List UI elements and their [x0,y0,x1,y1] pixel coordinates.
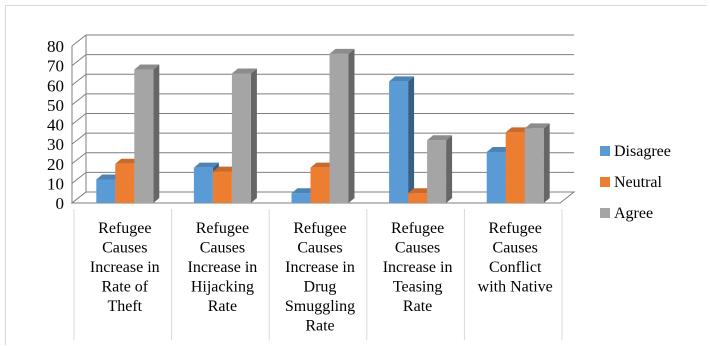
bar-top [524,123,550,129]
bar-top [231,68,257,74]
bar-side [153,64,160,203]
gridline-depth [71,54,87,67]
bar-top [115,158,141,164]
y-tick-label: 80 [47,37,64,56]
bar-front [291,193,311,203]
bar-top [486,146,512,152]
x-category-label: Refugee Causes Increase in Rate of Theft [90,220,160,315]
bar-front [134,69,154,203]
bar-side [348,48,355,203]
x-category-label: Refugee Causes Increase in Drug Smuggling Rat… [285,220,355,335]
x-category-label: Refugee Causes Conflict with Native [478,220,553,296]
gridline-depth [71,171,87,184]
bar-top [505,127,531,133]
bar-side [408,76,415,203]
y-tick-label: 70 [47,57,64,76]
bar-top [193,162,219,168]
x-category-label: Refugee Causes Increase in Teasing Rate [383,220,453,315]
y-tick-label: 10 [47,174,64,193]
bar-front [427,140,447,203]
bar-top [134,64,160,70]
y-tick-label: 20 [47,155,64,174]
bar-top [329,48,355,54]
y-tick-label: 0 [56,194,65,213]
bar-agree-3 [329,48,355,203]
bar-agree-1 [134,64,160,203]
bars [96,48,550,203]
legend-swatch-agree [600,208,610,218]
gridline-depth [71,34,87,47]
y-tick-label: 60 [47,76,64,95]
bar-top [389,76,415,82]
bar-front [310,167,330,203]
bar-front [505,132,525,203]
y-tick-label: 30 [47,135,64,154]
bar-top [291,188,317,194]
bar-agree-2 [231,68,257,203]
y-tick-label: 40 [47,116,64,135]
gridline-depth [71,73,87,86]
bar-front [96,179,116,203]
gridline-depth [71,132,87,145]
bar-front [408,193,428,203]
gridline-depth [71,113,87,125]
x-axis-labels: Refugee Causes Increase in Rate of Theft Refu… [73,209,563,340]
bar-top [408,188,434,194]
legend-swatch-disagree [600,146,610,156]
bar-side [250,68,257,203]
bar-top [310,162,336,168]
bar-front [193,167,213,203]
y-tick-label: 50 [47,96,64,115]
gridline-depth [71,93,87,106]
bar-side [543,123,550,203]
bar-disagree-4 [389,76,415,203]
bar-top [212,166,238,172]
bar-front [115,163,135,203]
legend-label-disagree: Disagree [614,143,671,160]
bar-side [446,135,453,203]
bar-front [231,73,251,203]
bar-top [427,135,453,141]
bar-top [96,174,122,180]
gridline-depth [71,152,87,165]
bar-front [212,171,232,203]
x-category-label: Refugee Causes Increase in Hijacking Rate [188,220,258,315]
legend: Disagree Neutral Agree [600,143,671,222]
bar-front [329,53,349,203]
legend-label-agree: Agree [614,205,653,222]
bar-front [524,128,544,203]
bar-front [389,81,409,203]
chart-frame [5,5,707,345]
bar-agree-4 [427,135,453,203]
bar-agree-5 [524,123,550,203]
legend-swatch-neutral [600,177,610,187]
bar-front [486,151,506,203]
legend-label-neutral: Neutral [614,174,663,191]
